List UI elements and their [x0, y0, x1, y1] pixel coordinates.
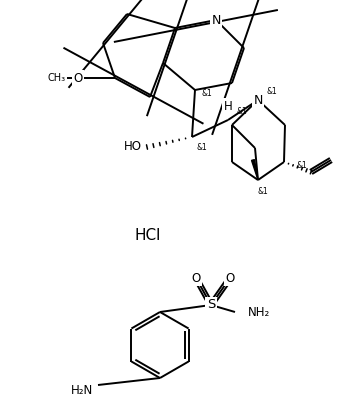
Text: O: O [225, 271, 235, 284]
Text: O: O [73, 72, 83, 85]
Text: &1: &1 [258, 188, 268, 197]
Text: &1: &1 [267, 88, 277, 96]
Text: HO: HO [124, 140, 142, 153]
Polygon shape [252, 160, 258, 180]
Text: NH₂: NH₂ [248, 306, 270, 319]
Text: HCl: HCl [135, 228, 161, 243]
Text: N: N [211, 13, 221, 26]
Text: &1: &1 [297, 160, 307, 169]
Text: S: S [207, 298, 215, 311]
Text: &1: &1 [197, 142, 207, 151]
Text: &1: &1 [202, 90, 212, 98]
Text: H: H [224, 99, 232, 112]
Text: &1: &1 [237, 107, 247, 116]
Text: O: O [192, 271, 201, 284]
Text: N: N [253, 94, 263, 107]
Text: H₂N: H₂N [71, 383, 93, 396]
Text: CH₃: CH₃ [48, 73, 66, 83]
